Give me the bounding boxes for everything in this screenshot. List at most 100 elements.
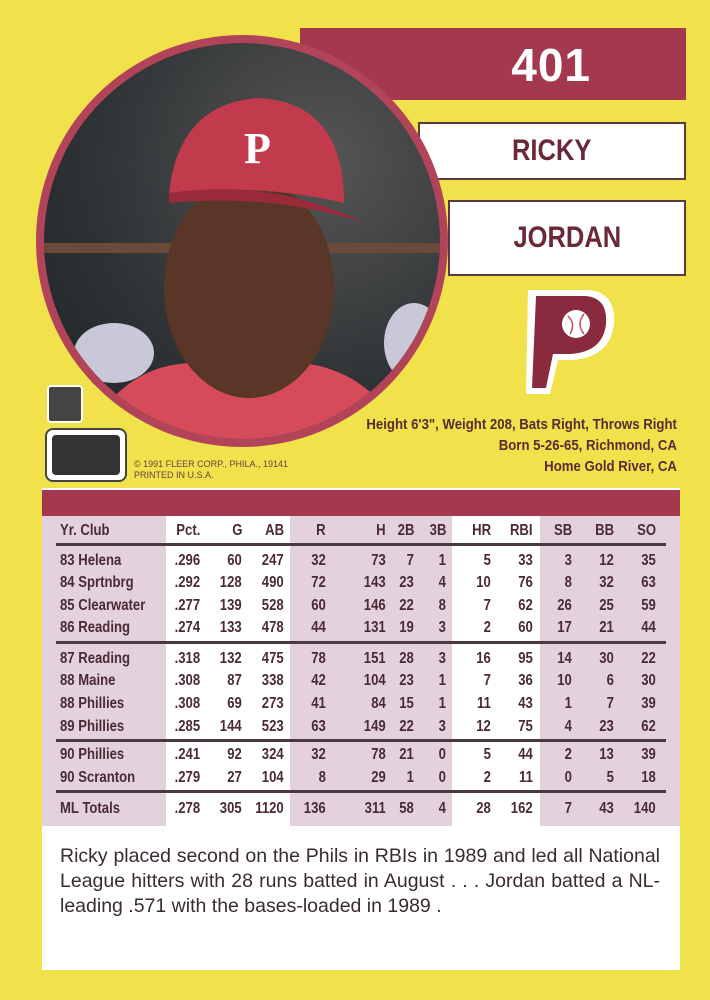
stat-cell: 1: [438, 672, 446, 689]
club-cell: 88 Phillies: [60, 695, 125, 712]
stat-cell: .318: [174, 650, 200, 667]
stat-cell: 136: [304, 800, 326, 817]
bio-home: Home Gold River, CA: [544, 458, 677, 475]
stat-cell: 32: [599, 574, 614, 591]
stat-cell: 22: [641, 650, 656, 667]
club-cell: 88 Maine: [60, 672, 116, 689]
stat-cell: SB: [553, 522, 572, 539]
stat-cell: 13: [599, 746, 614, 763]
stat-cell: 8: [318, 769, 326, 786]
stat-cell: 311: [364, 800, 386, 817]
stat-cell: 44: [641, 619, 656, 636]
stat-cell: 23: [599, 718, 614, 735]
stat-cell: 6: [606, 672, 614, 689]
stat-cell: .308: [174, 695, 200, 712]
stat-cell: 16: [476, 650, 491, 667]
stat-cell: 12: [599, 552, 614, 569]
stat-cell: 62: [641, 718, 656, 735]
stat-cell: 7: [483, 672, 491, 689]
stat-cell: 523: [262, 718, 284, 735]
stat-cell: 78: [311, 650, 326, 667]
stat-cell: 132: [220, 650, 242, 667]
stat-cell: 247: [262, 552, 284, 569]
stat-cell: 528: [262, 597, 284, 614]
stat-cell: 1: [438, 695, 446, 712]
player-photo: P: [36, 35, 448, 447]
stat-cell: 36: [518, 672, 533, 689]
stat-cell: 26: [557, 597, 572, 614]
stat-cell: 22: [399, 718, 414, 735]
club-cell: 85 Clearwater: [60, 597, 146, 614]
stat-cell: .278: [174, 800, 200, 817]
table-row: 90 Phillies .241 92 324 32 78 21 0 5 44 2 13 39: [42, 746, 680, 768]
stat-cell: 475: [262, 650, 284, 667]
stat-cell: 273: [262, 695, 284, 712]
stat-cell: 92: [227, 746, 242, 763]
stat-cell: 22: [399, 597, 414, 614]
stat-cell: 41: [311, 695, 326, 712]
stat-cell: 32: [311, 552, 326, 569]
player-blurb: Ricky placed second on the Phils in RBIs…: [42, 826, 680, 970]
stat-cell: .308: [174, 672, 200, 689]
stat-cell: 21: [599, 619, 614, 636]
stat-cell: 62: [518, 597, 533, 614]
table-row: 85 Clearwater .277 139 528 60 146 22 8 7 62 26 25 59: [42, 597, 680, 619]
stat-cell: 1120: [255, 800, 284, 817]
phillies-p-logo: [526, 290, 615, 394]
svg-text:P: P: [244, 124, 271, 173]
bio-height-weight: Height 6'3", Weight 208, Bats Right, Thr…: [366, 416, 677, 433]
stat-cell: 144: [220, 718, 242, 735]
stat-cell: 28: [399, 650, 414, 667]
table-row: 90 Scranton .279 27 104 8 29 1 0 2 11 0 5 18: [42, 769, 680, 791]
stat-cell: 28: [476, 800, 491, 817]
stat-cell: 44: [311, 619, 326, 636]
stat-cell: 73: [371, 552, 386, 569]
stat-cell: 29: [371, 769, 386, 786]
stat-cell: 39: [641, 695, 656, 712]
stat-cell: 27: [227, 769, 242, 786]
stat-cell: 23: [399, 574, 414, 591]
stat-cell: 3: [564, 552, 572, 569]
stat-cell: 139: [220, 597, 242, 614]
stat-cell: 17: [557, 619, 572, 636]
stat-cell: 19: [399, 619, 414, 636]
table-row: 86 Reading .274 133 478 44 131 19 3 2 60 17 21 44: [42, 619, 680, 641]
stat-cell: 60: [518, 619, 533, 636]
stat-cell: .279: [174, 769, 200, 786]
stat-cell: 4: [438, 574, 446, 591]
stat-cell: 5: [606, 769, 614, 786]
stat-cell: SO: [637, 522, 656, 539]
bio-born: Born 5-26-65, Richmond, CA: [498, 437, 677, 454]
stat-cell: .241: [174, 746, 200, 763]
player-bio: Height 6'3", Weight 208, Bats Right, Thr…: [324, 414, 677, 477]
stat-cell: 39: [641, 746, 656, 763]
stat-cell: 2: [483, 619, 491, 636]
club-cell: 84 Sprtnbrg: [60, 574, 134, 591]
stat-cell: HR: [472, 522, 491, 539]
stat-cell: 3: [438, 650, 446, 667]
club-cell: 86 Reading: [60, 619, 130, 636]
stat-cell: 60: [227, 552, 242, 569]
stat-cell: 72: [311, 574, 326, 591]
table-divider: [56, 739, 666, 742]
stat-cell: 35: [641, 552, 656, 569]
stat-cell: 143: [364, 574, 386, 591]
stat-cell: 305: [220, 800, 242, 817]
stat-cell: 15: [399, 695, 414, 712]
stat-cell: 338: [262, 672, 284, 689]
stat-cell: 0: [438, 746, 446, 763]
stat-cell: 10: [476, 574, 491, 591]
stat-cell: G: [231, 522, 242, 539]
stat-cell: 2: [564, 746, 572, 763]
stat-cell: 7: [564, 800, 572, 817]
stat-cell: 11: [477, 695, 491, 712]
stat-cell: 18: [641, 769, 656, 786]
stat-cell: 10: [557, 672, 572, 689]
stat-cell: 30: [641, 672, 656, 689]
stat-cell: 149: [364, 718, 386, 735]
club-cell: 90 Scranton: [60, 769, 136, 786]
stat-cell: 3: [438, 718, 446, 735]
stat-cell: 58: [399, 800, 414, 817]
table-divider: [56, 790, 666, 793]
stat-cell: 43: [599, 800, 614, 817]
